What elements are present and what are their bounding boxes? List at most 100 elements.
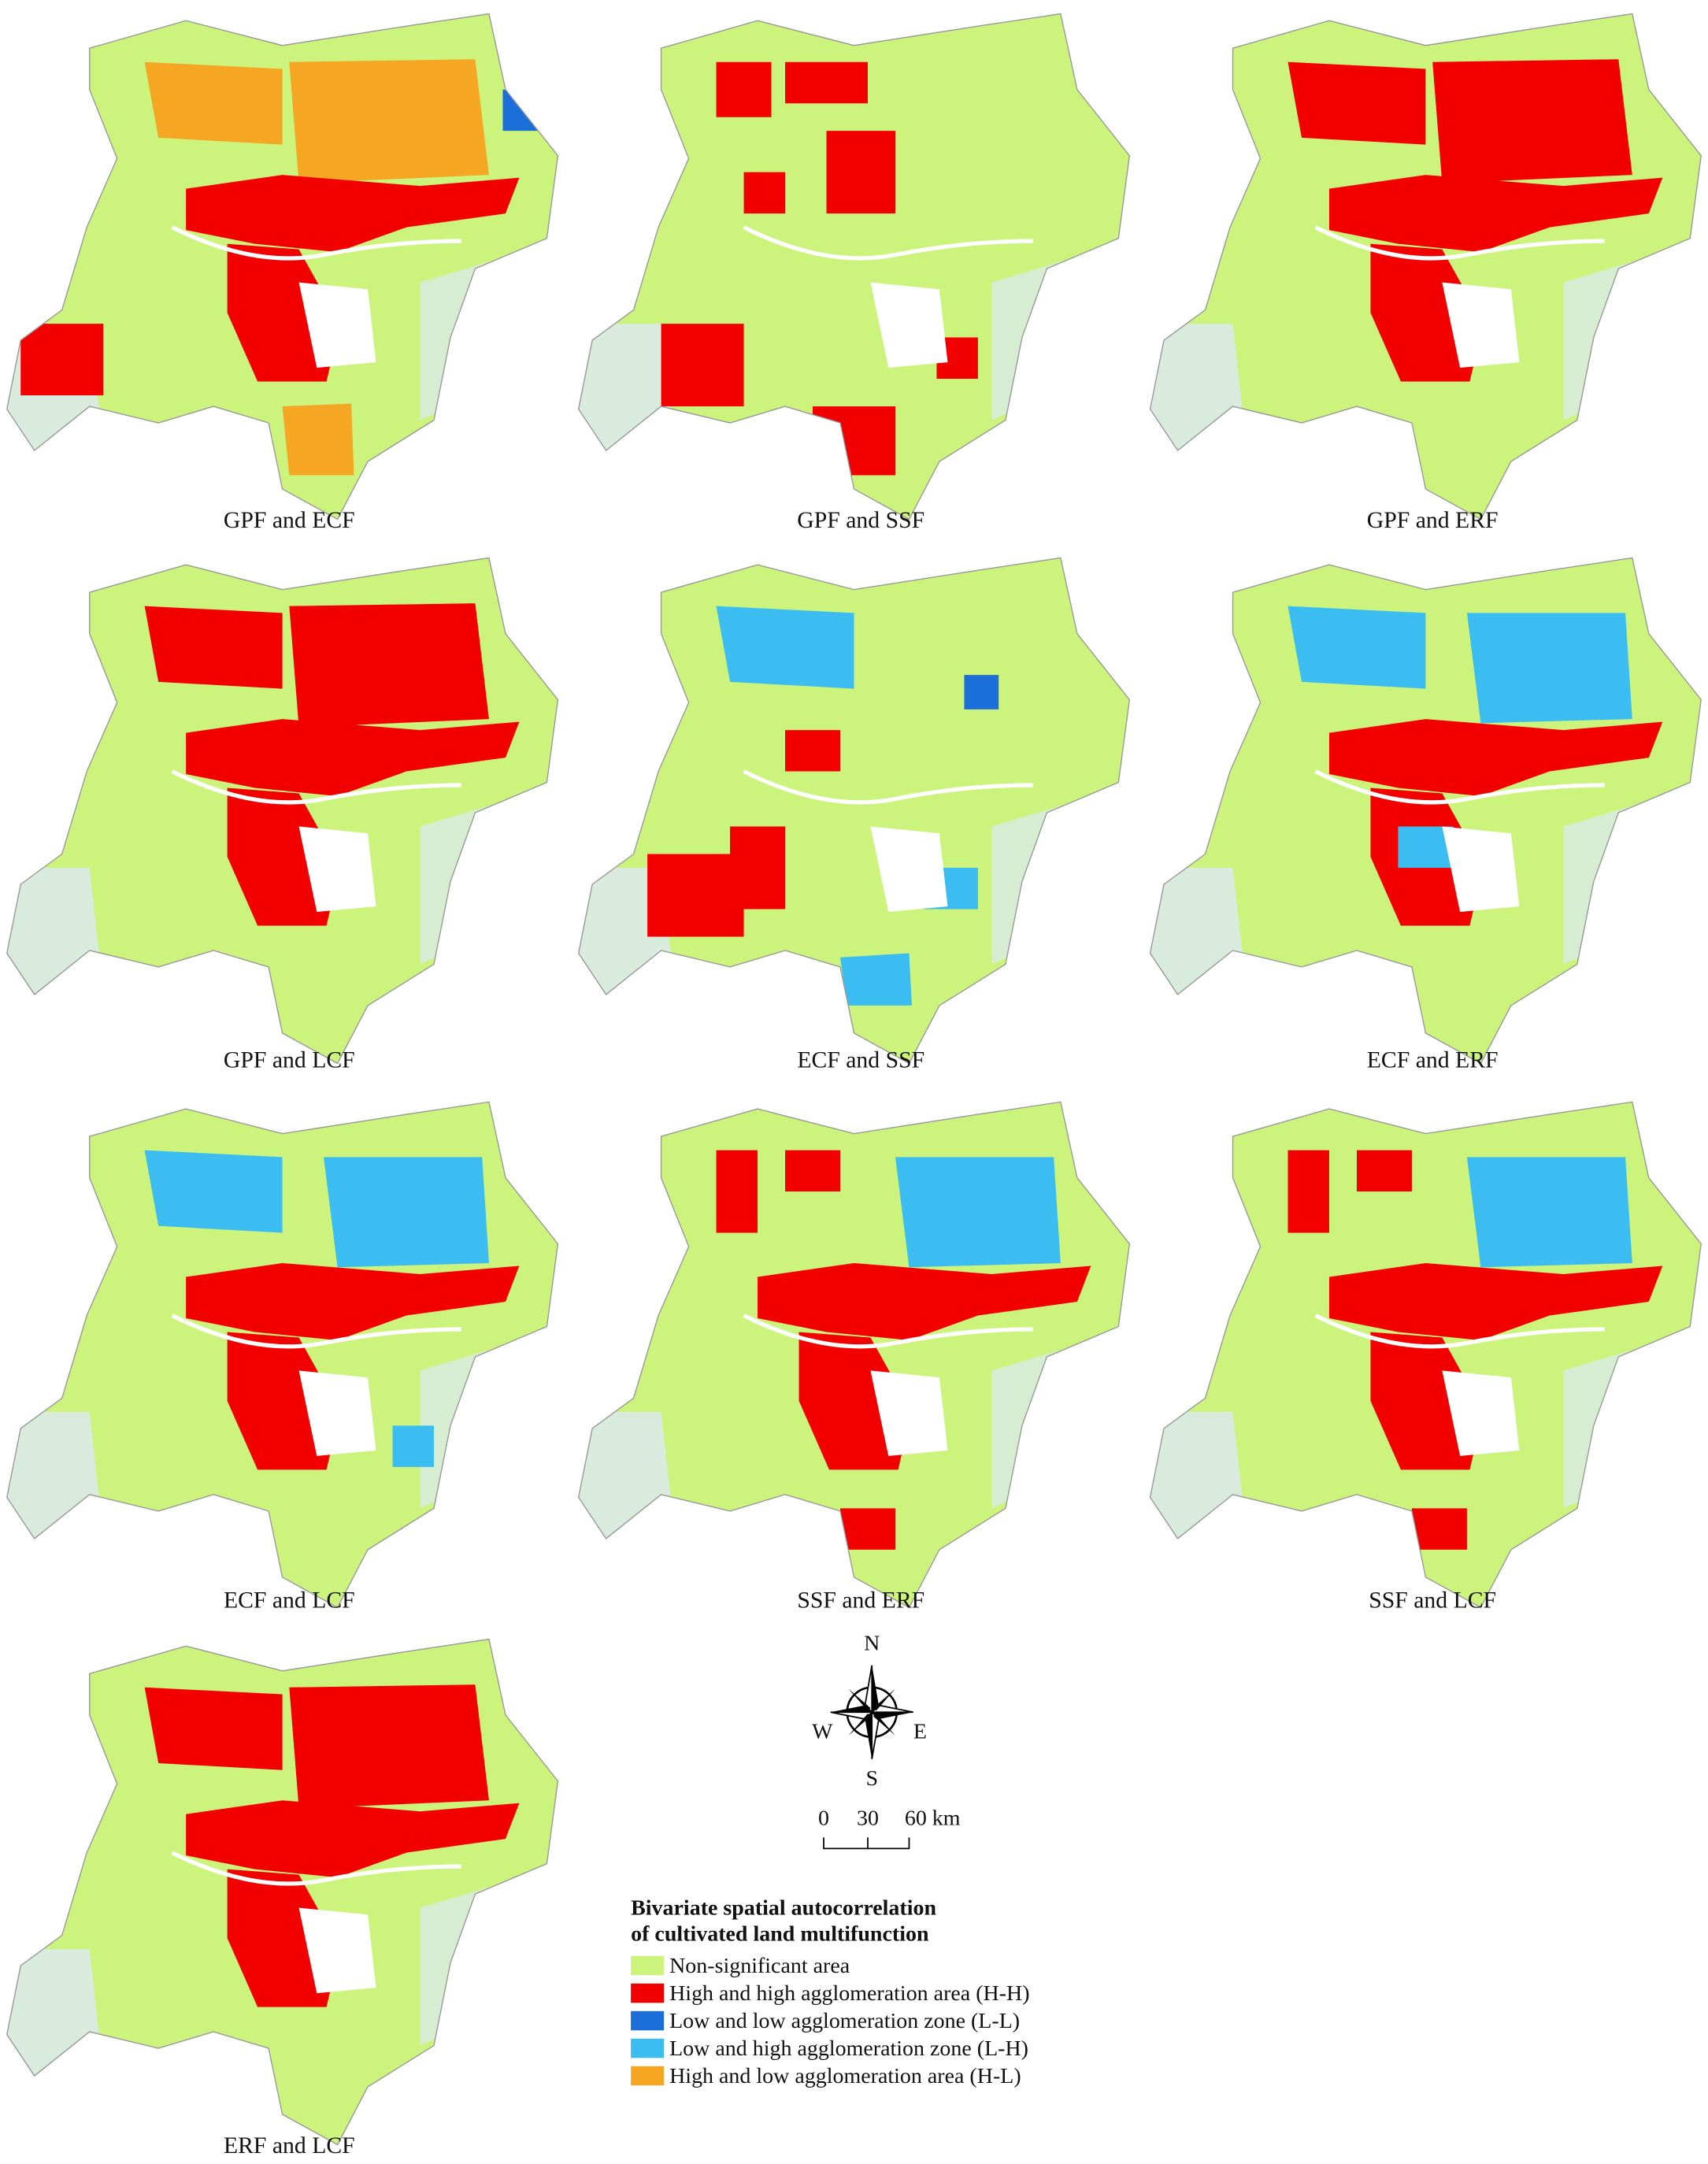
panel-caption: GPF and SSF bbox=[797, 508, 924, 533]
lake bbox=[298, 1907, 376, 1994]
legend-swatch bbox=[631, 2038, 665, 2058]
cluster-area bbox=[186, 1263, 520, 1340]
compass bbox=[830, 1665, 913, 1759]
lake bbox=[298, 826, 376, 912]
cluster-area bbox=[840, 1508, 895, 1550]
map-panel bbox=[6, 557, 559, 1065]
map-panel bbox=[6, 13, 559, 521]
river bbox=[743, 769, 1033, 805]
compass-point bbox=[865, 1712, 873, 1759]
map-panel bbox=[577, 1101, 1131, 1609]
map-layers bbox=[1150, 606, 1702, 1006]
legend-label: High and high agglomeration area (H-H) bbox=[669, 1981, 1029, 2006]
cluster-area bbox=[1287, 1150, 1329, 1233]
cluster-area bbox=[1411, 1508, 1467, 1550]
legend-label: Low and low agglomeration zone (L-L) bbox=[669, 2009, 1020, 2033]
cluster-area bbox=[964, 675, 999, 710]
cluster-area bbox=[1370, 1332, 1484, 1470]
cluster-area bbox=[324, 1157, 489, 1268]
legend-title: Bivariate spatial autocorrelation bbox=[631, 1895, 936, 1920]
cluster-area bbox=[1328, 175, 1663, 253]
cluster-area bbox=[144, 61, 283, 145]
cluster-area bbox=[647, 854, 744, 937]
region-outline bbox=[6, 1101, 559, 1609]
cluster-area bbox=[227, 1332, 341, 1470]
map-panel bbox=[6, 1101, 559, 1609]
panel-caption: GPF and LCF bbox=[224, 1048, 355, 1073]
cluster-area bbox=[661, 324, 744, 407]
legend-label: Low and high agglomeration zone (L-H) bbox=[669, 2036, 1028, 2061]
compass-point bbox=[848, 1714, 871, 1736]
cluster-area bbox=[785, 730, 841, 772]
compass-east: E bbox=[913, 1719, 927, 1743]
map-layers bbox=[6, 603, 558, 1006]
cluster-area bbox=[1370, 243, 1484, 382]
compass-north: N bbox=[864, 1632, 880, 1656]
cluster-area bbox=[1287, 61, 1426, 145]
lake bbox=[870, 282, 948, 369]
compass-west: W bbox=[812, 1719, 833, 1743]
cluster-area bbox=[227, 243, 341, 382]
map-panel bbox=[6, 1638, 559, 2146]
compass-point bbox=[873, 1688, 895, 1711]
cluster-area bbox=[936, 337, 978, 380]
lake bbox=[1442, 1370, 1520, 1456]
map-panel bbox=[1149, 557, 1702, 1065]
cluster-area bbox=[282, 403, 354, 476]
cluster-area bbox=[716, 606, 854, 689]
region-outline bbox=[6, 13, 559, 521]
lake bbox=[1442, 826, 1520, 912]
map-layers bbox=[6, 1150, 558, 1550]
cluster-area bbox=[1432, 59, 1632, 183]
compass-point bbox=[872, 1665, 879, 1713]
cluster-area bbox=[826, 131, 895, 214]
river bbox=[171, 1314, 461, 1349]
legend-label: Non-significant area bbox=[669, 1954, 850, 1978]
cluster-area bbox=[895, 1157, 1061, 1268]
legend-swatch bbox=[631, 2010, 665, 2031]
region-outline bbox=[577, 1101, 1131, 1609]
scale-label: 0 bbox=[818, 1806, 829, 1831]
cluster-area bbox=[1287, 606, 1426, 689]
river bbox=[1314, 769, 1605, 805]
scale-bar bbox=[823, 1837, 910, 1850]
scale-label: 60 km bbox=[905, 1806, 961, 1831]
panel-caption: ERF and LCF bbox=[224, 2133, 355, 2158]
compass-point bbox=[848, 1688, 871, 1711]
panel-caption: ECF and LCF bbox=[224, 1588, 355, 1613]
cluster-area bbox=[392, 1425, 434, 1467]
compass-point bbox=[873, 1714, 895, 1736]
cluster-area bbox=[186, 1800, 520, 1878]
region-outline bbox=[577, 557, 1131, 1065]
scale-label: 30 bbox=[857, 1806, 879, 1831]
cluster-area bbox=[1328, 1263, 1663, 1340]
legend-swatch bbox=[631, 2066, 665, 2086]
panel-caption: ECF and SSF bbox=[797, 1048, 924, 1073]
river bbox=[743, 225, 1033, 261]
compass-point bbox=[872, 1712, 913, 1720]
cluster-area bbox=[1398, 826, 1454, 869]
river bbox=[1314, 1314, 1605, 1349]
river bbox=[171, 769, 461, 805]
cluster-area bbox=[289, 603, 489, 728]
cluster-area bbox=[227, 787, 341, 926]
legend-label: High and low agglomeration area (H-L) bbox=[669, 2064, 1021, 2088]
compass-south: S bbox=[865, 1766, 878, 1791]
cluster-area bbox=[186, 719, 520, 797]
cluster-area bbox=[1328, 719, 1663, 797]
panel-caption: GPF and ECF bbox=[224, 508, 355, 533]
legend-swatch bbox=[631, 1955, 665, 1976]
panel-caption: SSF and ERF bbox=[797, 1588, 924, 1613]
map-panels: GPF and ECF GPF and SSF GPF and ERF GPF and… bbox=[6, 13, 1702, 2158]
region-outline bbox=[1149, 13, 1702, 521]
lake bbox=[870, 1370, 948, 1456]
legend-title: of cultivated land multifunction bbox=[631, 1922, 929, 1947]
cluster-area bbox=[186, 175, 520, 253]
cluster-area bbox=[1356, 1150, 1412, 1192]
region-outline bbox=[577, 13, 1131, 521]
river bbox=[1314, 225, 1605, 261]
cluster-area bbox=[716, 1150, 758, 1233]
lake bbox=[298, 282, 376, 369]
cluster-area bbox=[798, 1332, 912, 1470]
